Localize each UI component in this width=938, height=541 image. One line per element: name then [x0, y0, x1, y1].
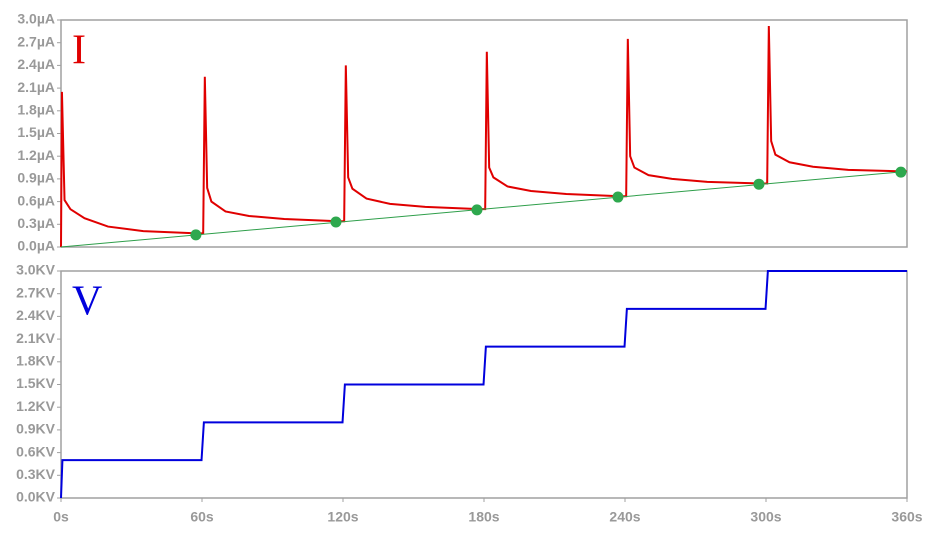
data-point — [612, 191, 624, 203]
y-tick-label: 0.6µA — [17, 192, 55, 208]
y-tick-label: 2.1µA — [17, 79, 55, 95]
data-point — [895, 166, 907, 178]
y-tick-label: 2.1KV — [16, 330, 56, 346]
y-tick-label: 0.9KV — [16, 421, 56, 437]
x-tick-label: 360s — [891, 509, 922, 525]
y-tick-label: 0.9µA — [17, 170, 55, 186]
data-point — [330, 216, 342, 228]
y-tick-label: 0.3µA — [17, 215, 55, 231]
panel-label: V — [72, 279, 102, 325]
plot-frame — [60, 19, 908, 248]
y-tick-label: 3.0µA — [17, 11, 55, 27]
y-tick-label: 0.0µA — [17, 238, 55, 254]
x-tick-label: 300s — [750, 509, 781, 525]
panel-label: I — [72, 28, 86, 74]
y-tick-label: 0.6KV — [16, 443, 56, 459]
y-tick-label: 0.3KV — [16, 466, 56, 482]
x-tick-label: 120s — [327, 509, 358, 525]
y-tick-label: 1.5µA — [17, 124, 55, 140]
x-tick-label: 60s — [190, 509, 214, 525]
y-tick-label: 0.0KV — [16, 489, 56, 505]
y-tick-label: 1.2KV — [16, 398, 56, 414]
y-tick-label: 3.0KV — [16, 262, 56, 278]
data-point — [753, 178, 765, 190]
y-tick-label: 2.4KV — [16, 307, 56, 323]
x-tick-label: 180s — [468, 509, 499, 525]
y-tick-label: 2.7KV — [16, 284, 56, 300]
y-tick-label: 1.5KV — [16, 375, 56, 391]
y-tick-label: 2.7µA — [17, 33, 55, 49]
series-line — [60, 170, 908, 248]
series-line — [60, 270, 907, 499]
y-tick-label: 1.2µA — [17, 147, 55, 163]
x-tick-label: 240s — [609, 509, 640, 525]
x-tick-label: 0s — [53, 509, 69, 525]
y-tick-label: 2.4µA — [17, 56, 55, 72]
y-tick-label: 1.8µA — [17, 102, 55, 118]
series-line — [60, 26, 907, 248]
y-tick-label: 1.8KV — [16, 353, 56, 369]
data-point — [471, 204, 483, 216]
data-point — [190, 229, 202, 241]
